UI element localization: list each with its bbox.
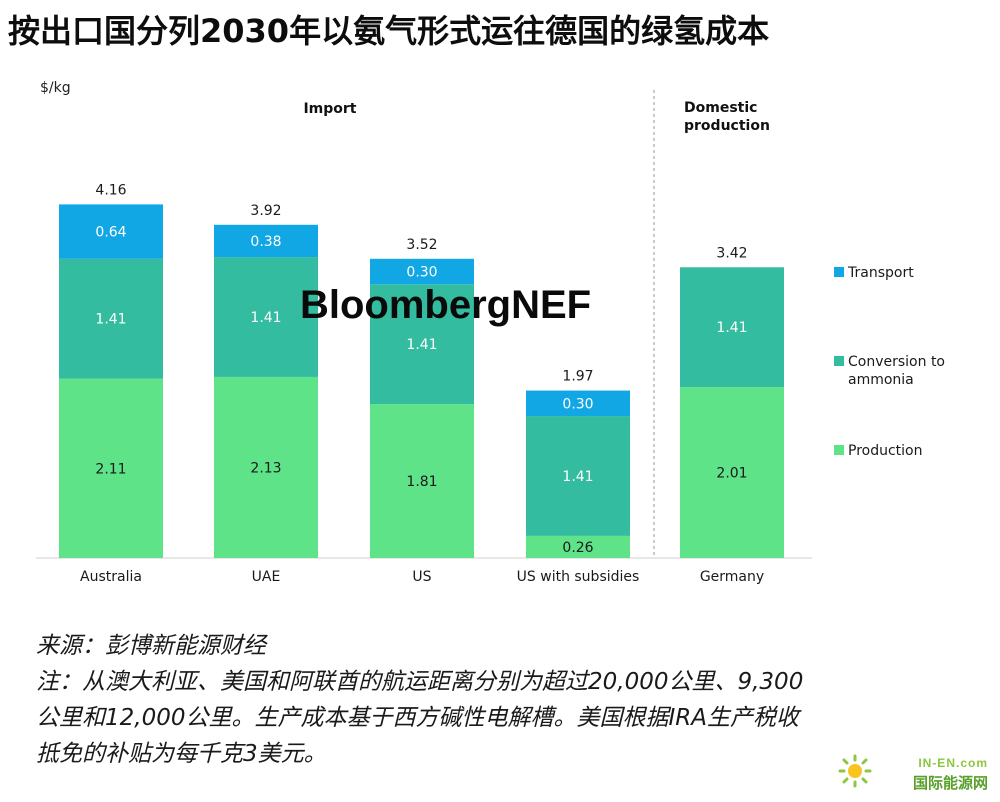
data-label: 2.13 bbox=[250, 460, 281, 476]
x-tick-label: UAE bbox=[252, 569, 281, 585]
total-label: 1.97 bbox=[562, 369, 593, 385]
bar-segment-us-with-subsidies-1 bbox=[526, 416, 630, 536]
logo-domain-text: IN-EN.com bbox=[918, 756, 988, 770]
note-line-1: 注：从澳大利亚、美国和阿联酋的航运距离分别为超过20,000公里、9,300 bbox=[36, 669, 804, 695]
bar-segment-australia-0 bbox=[59, 378, 163, 558]
data-label: 0.30 bbox=[562, 396, 593, 412]
in-en-logo: IN-EN.com 国际能源网 bbox=[838, 750, 988, 794]
total-label: 3.92 bbox=[250, 203, 281, 219]
bar-segment-australia-2 bbox=[59, 204, 163, 259]
bar-segment-us-1 bbox=[370, 284, 474, 405]
bar-segment-us-0 bbox=[370, 404, 474, 558]
bar-segment-us-with-subsidies-2 bbox=[526, 390, 630, 417]
bar-segment-us-2 bbox=[370, 258, 474, 285]
legend-label: Production bbox=[848, 443, 922, 459]
stacked-bar-chart: $/kg Import Domestic production 2.11 1.41… bbox=[36, 80, 945, 585]
total-label: 4.16 bbox=[95, 182, 126, 198]
data-label: 1.41 bbox=[406, 337, 437, 353]
footer-notes: 来源：彭博新能源财经 注：从澳大利亚、美国和阿联酋的航运距离分别为超过20,00… bbox=[36, 628, 803, 772]
legend-swatch bbox=[834, 267, 844, 277]
data-label: 0.64 bbox=[95, 225, 126, 241]
note-line-3: 抵免的补贴为每千克3美元。 bbox=[36, 741, 327, 767]
group-label-domestic: Domestic production bbox=[684, 100, 770, 134]
total-label: 3.42 bbox=[716, 245, 747, 261]
y-axis-unit-label: $/kg bbox=[40, 80, 71, 96]
sun-icon bbox=[838, 754, 872, 788]
legend-label: Conversion to ammonia bbox=[848, 354, 945, 388]
logo-name-text: 国际能源网 bbox=[912, 774, 988, 792]
legend-swatch bbox=[834, 445, 844, 455]
source-line: 来源：彭博新能源财经 bbox=[36, 633, 266, 659]
page-title: 按出口国分列2030年以氨气形式运往德国的绿氢成本 bbox=[8, 12, 770, 50]
bar-segment-uae-1 bbox=[214, 257, 318, 377]
data-label: 1.41 bbox=[95, 312, 126, 328]
bars-group: 2.11 1.41 0.64 4.16 Australia 2.13 1.41 0.38 3.9… bbox=[59, 182, 784, 585]
group-label-import: Import bbox=[303, 101, 356, 117]
data-label: 1.41 bbox=[562, 469, 593, 485]
x-tick-label: Australia bbox=[80, 569, 142, 585]
x-tick-label: Germany bbox=[700, 569, 764, 585]
legend-label: Transport bbox=[847, 265, 914, 281]
bar-segment-germany-0 bbox=[680, 387, 784, 558]
data-label: 1.81 bbox=[406, 474, 437, 490]
bar-segment-us-with-subsidies-0 bbox=[526, 535, 630, 558]
data-label: 0.38 bbox=[250, 234, 281, 250]
group-label-domestic-line2: production bbox=[684, 118, 770, 134]
legend: Transport Conversion to ammonia Production bbox=[834, 265, 945, 459]
data-label: 0.30 bbox=[406, 265, 437, 281]
legend-swatch bbox=[834, 356, 844, 366]
x-tick-label: US bbox=[412, 569, 431, 585]
data-label: 1.41 bbox=[250, 310, 281, 326]
data-label: 2.01 bbox=[716, 466, 747, 482]
total-label: 3.52 bbox=[406, 237, 437, 253]
bar-segment-uae-0 bbox=[214, 376, 318, 558]
note-line-2: 公里和12,000公里。生产成本基于西方碱性电解槽。美国根据IRA生产税收 bbox=[36, 705, 799, 731]
bar-segment-australia-1 bbox=[59, 258, 163, 379]
bar-segment-germany-1 bbox=[680, 267, 784, 388]
x-tick-label: US with subsidies bbox=[517, 569, 640, 585]
data-label: 1.41 bbox=[716, 320, 747, 336]
bar-segment-uae-2 bbox=[214, 224, 318, 258]
watermark-bloombergnef: BloombergNEF bbox=[300, 283, 591, 327]
data-label: 0.26 bbox=[562, 540, 593, 556]
data-label: 2.11 bbox=[95, 461, 126, 477]
group-label-domestic-line1: Domestic bbox=[684, 100, 757, 116]
